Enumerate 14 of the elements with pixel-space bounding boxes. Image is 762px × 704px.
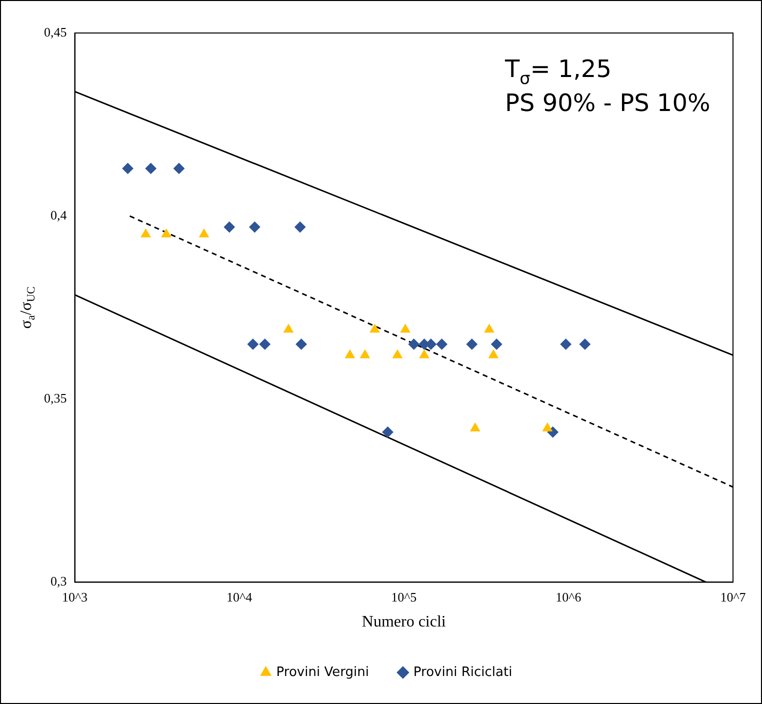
x-tick-label: 10^5 (391, 589, 417, 604)
x-tick-label: 10^4 (226, 589, 253, 604)
x-axis-title: Numero cicli (362, 614, 446, 631)
x-tick-label: 10^6 (556, 589, 582, 604)
legend-label: Provini Riciclati (413, 664, 512, 680)
y-tick-label: 0,35 (44, 390, 67, 406)
y-axis-title: σa/σUC (18, 286, 38, 329)
y-tick-label: 0,4 (50, 207, 68, 222)
annotation: PS 90% - PS 10% (505, 89, 710, 117)
x-tick-label: 10^3 (62, 589, 88, 604)
y-tick-label: 0,45 (44, 24, 67, 40)
y-tick-label: 0,3 (50, 574, 67, 589)
legend-label: Provini Vergini (276, 664, 369, 680)
x-tick-label: 10^7 (720, 589, 746, 604)
